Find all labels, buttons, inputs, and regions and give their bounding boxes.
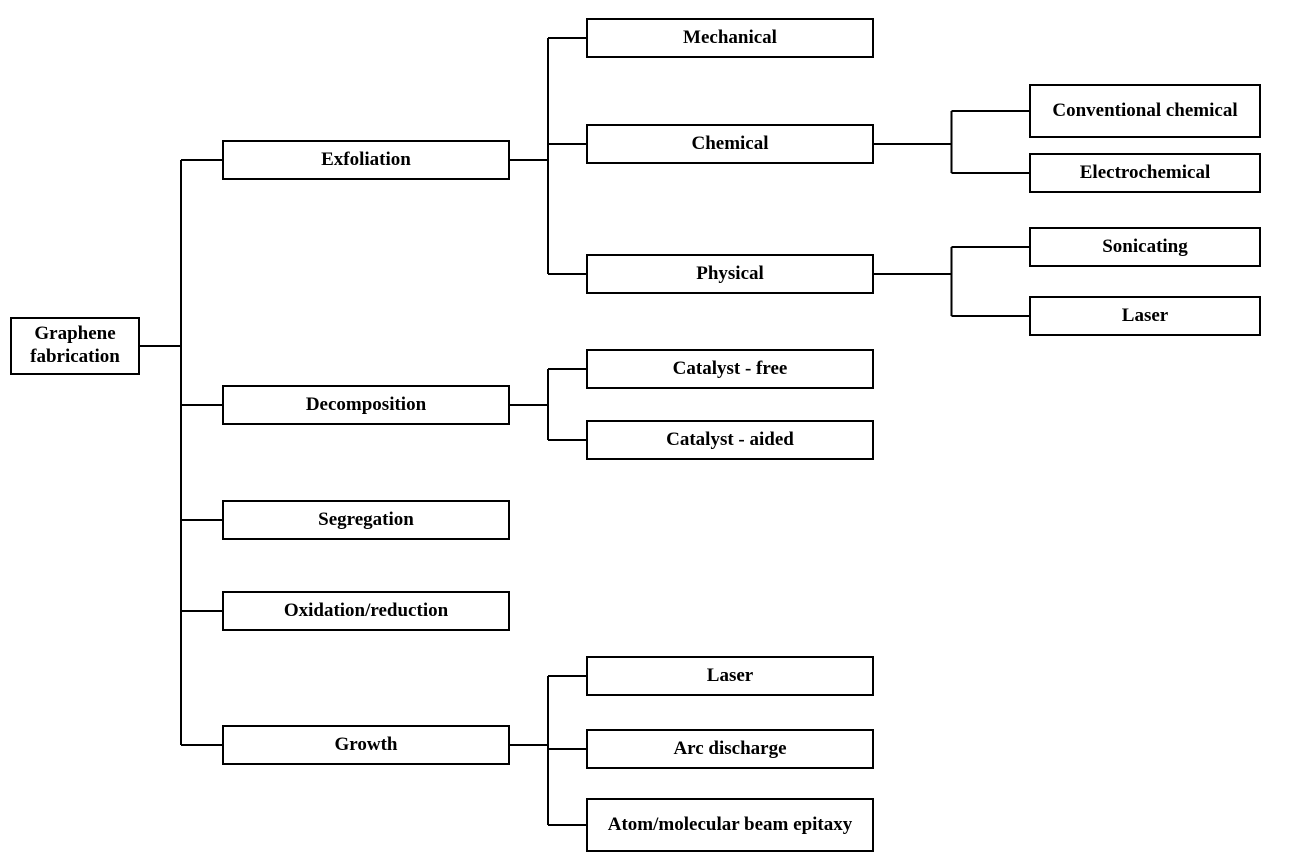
node-chemical: Chemical xyxy=(586,124,874,164)
node-root: Graphene fabrication xyxy=(10,317,140,375)
node-sonicating: Sonicating xyxy=(1029,227,1261,267)
node-beam-epitaxy: Atom/molecular beam epitaxy xyxy=(586,798,874,852)
node-growth: Growth xyxy=(222,725,510,765)
node-decomposition: Decomposition xyxy=(222,385,510,425)
node-physical: Physical xyxy=(586,254,874,294)
node-laser-phys: Laser xyxy=(1029,296,1261,336)
node-exfoliation: Exfoliation xyxy=(222,140,510,180)
node-segregation: Segregation xyxy=(222,500,510,540)
node-electrochemical: Electrochemical xyxy=(1029,153,1261,193)
node-laser-growth: Laser xyxy=(586,656,874,696)
node-mechanical: Mechanical xyxy=(586,18,874,58)
node-catalyst-aided: Catalyst - aided xyxy=(586,420,874,460)
node-catalyst-free: Catalyst - free xyxy=(586,349,874,389)
node-oxidation: Oxidation/reduction xyxy=(222,591,510,631)
node-conv-chemical: Conventional chemical xyxy=(1029,84,1261,138)
node-arc-discharge: Arc discharge xyxy=(586,729,874,769)
